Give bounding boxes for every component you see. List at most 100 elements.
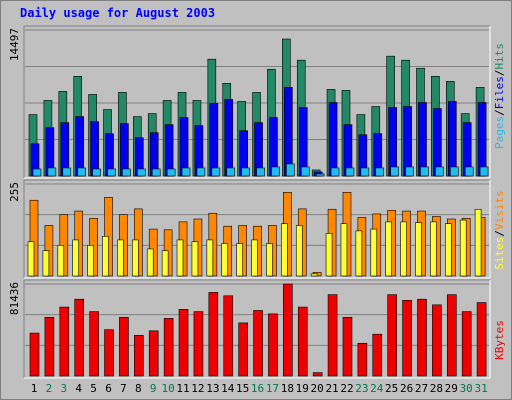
sites-bar — [355, 230, 363, 277]
kbytes-bar — [283, 283, 293, 377]
pages-bar — [405, 166, 414, 177]
files-bar — [209, 103, 219, 177]
kbytes-bar — [148, 330, 159, 377]
pages-bar — [256, 167, 265, 177]
files-bar — [447, 101, 457, 177]
sites-bar — [266, 243, 273, 277]
pages-bar — [47, 167, 57, 177]
kbytes-bar — [402, 300, 412, 377]
kbytes-bar — [193, 311, 204, 377]
legend-visits-sites: Sites/Visits — [493, 190, 506, 270]
kbytes-bar — [178, 309, 189, 377]
pages-bar — [420, 166, 429, 177]
kbytes-bar — [297, 306, 308, 377]
pages-bar — [166, 168, 176, 177]
x-tick-label: 22 — [340, 382, 353, 395]
sites-bar — [340, 223, 348, 277]
x-tick-label: 3 — [60, 382, 67, 395]
kbytes-bar — [208, 292, 219, 377]
pages-bar — [449, 166, 459, 177]
legend-hits-files-pages: Pages/Files/Hits — [493, 43, 506, 149]
sites-bar — [370, 228, 378, 277]
files-bar — [75, 116, 85, 177]
sites-bar — [191, 241, 199, 277]
kbytes-bar — [89, 311, 99, 377]
pages-bar — [360, 167, 370, 177]
sites-bar — [87, 245, 94, 277]
x-tick-label: 4 — [75, 382, 82, 395]
sites-bar — [474, 208, 482, 277]
x-tick-label: 8 — [135, 382, 142, 395]
kbytes-bar — [387, 294, 397, 377]
pages-bar — [315, 173, 325, 177]
sites-bar — [102, 236, 109, 277]
x-tick-label: 29 — [445, 382, 458, 395]
files-bar — [298, 107, 308, 177]
pages-bar — [77, 167, 87, 177]
x-tick-label: 16 — [251, 382, 264, 395]
pages-bar — [196, 167, 206, 177]
pages-bar — [435, 166, 444, 177]
x-tick-label: 26 — [400, 382, 413, 395]
legend-sites: Sites — [493, 237, 506, 270]
x-tick-label: 20 — [311, 382, 324, 395]
sites-bar — [295, 225, 303, 277]
sites-bar — [444, 223, 452, 277]
pages-bar — [390, 166, 399, 177]
pages-bar — [137, 168, 146, 177]
pages-bar — [107, 168, 116, 177]
x-tick-label: 12 — [191, 382, 204, 395]
pages-bar — [226, 167, 236, 177]
kbytes-bar — [29, 332, 40, 377]
pages-bar — [62, 167, 72, 177]
sites-bar — [146, 248, 154, 277]
pages-bar — [92, 168, 101, 177]
kbytes-bar — [104, 329, 114, 377]
sites-bar — [459, 219, 467, 277]
panel-1-ymax-label: 255 — [8, 182, 21, 202]
kbytes-bar — [342, 316, 353, 377]
sites-bar — [430, 221, 437, 277]
files-bar — [403, 106, 412, 177]
files-bar — [164, 124, 174, 177]
legend-kbytes: KBytes — [493, 320, 506, 360]
pages-bar — [211, 167, 221, 177]
sites-bar — [325, 233, 333, 277]
files-bar — [284, 87, 293, 177]
legend-sep: / — [493, 109, 506, 116]
legend-pages: Pages — [493, 116, 506, 149]
x-tick-label: 1 — [31, 382, 38, 395]
files-bar — [328, 102, 338, 177]
pages-bar — [375, 167, 385, 177]
sites-bar — [236, 243, 243, 277]
kbytes-bar — [461, 311, 472, 377]
x-tick-label: 30 — [460, 382, 473, 395]
legend-files: Files — [493, 76, 506, 109]
kbytes-bar — [372, 333, 383, 377]
pages-bar — [241, 167, 250, 177]
legend-kbytes: KBytes — [493, 320, 506, 360]
legend-hits: Hits — [493, 43, 506, 70]
x-tick-label: 27 — [415, 382, 428, 395]
files-bar — [224, 99, 234, 177]
files-bar — [433, 108, 442, 177]
kbytes-bar — [312, 372, 323, 377]
files-bar — [388, 107, 397, 177]
pages-bar — [181, 167, 191, 177]
sites-bar — [206, 239, 214, 277]
pages-bar — [464, 166, 474, 177]
kbytes-bar — [417, 298, 427, 377]
x-tick-label: 14 — [221, 382, 235, 395]
x-tick-label: 10 — [162, 382, 175, 395]
panel-0-ymax-label: 14497 — [8, 28, 21, 61]
files-bar — [418, 102, 427, 177]
sites-bar — [57, 245, 65, 277]
x-tick-label: 7 — [120, 382, 127, 395]
x-tick-label: 17 — [266, 382, 279, 395]
x-tick-label: 6 — [105, 382, 112, 395]
sites-bar — [385, 221, 392, 277]
kbytes-bar — [163, 318, 174, 377]
kbytes-bar — [357, 342, 368, 377]
kbytes-bar — [446, 294, 457, 377]
